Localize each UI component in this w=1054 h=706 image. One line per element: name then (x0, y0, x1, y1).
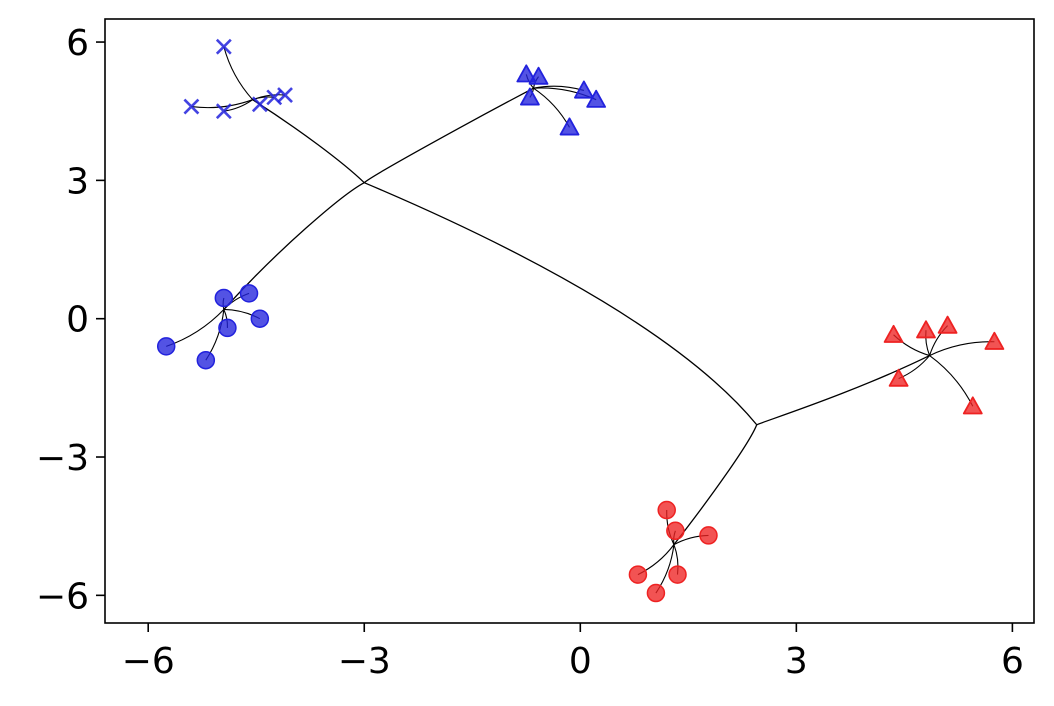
axes: −6 −3 0 3 6 −6 −3 0 3 6 (36, 23, 1024, 682)
leaf-edge (191, 99, 253, 109)
circle-point (699, 526, 718, 545)
tree-edges (166, 46, 995, 594)
triangle-point (937, 315, 958, 334)
x-tick-label: 3 (785, 641, 808, 682)
triangle-point (516, 64, 537, 83)
y-tick-label: −3 (36, 438, 89, 479)
y-tick-label: 0 (66, 300, 89, 341)
x-tick-label: 6 (1001, 641, 1024, 682)
circle-point (214, 288, 234, 308)
y-tick-label: 3 (66, 161, 89, 202)
triangle-point (519, 87, 540, 106)
circle-point (628, 565, 648, 584)
circle-point (156, 337, 176, 356)
leaf-edge (223, 46, 254, 101)
circle-point (666, 521, 685, 541)
circle-point (646, 583, 666, 603)
tree-edge (363, 87, 534, 184)
triangle-point (559, 117, 580, 136)
circle-point (250, 309, 270, 328)
x-point (215, 103, 232, 120)
leaf-edge (223, 99, 253, 112)
leaf-edge (898, 355, 931, 380)
tree-edge (252, 99, 365, 184)
leaf-edge (166, 309, 225, 347)
x-tick-label: −3 (338, 641, 391, 682)
x-tick-label: 0 (569, 641, 592, 682)
x-tick-label: −6 (122, 641, 175, 682)
leaf-edge (929, 341, 995, 357)
triangle-point (528, 66, 549, 85)
circle-point (657, 500, 676, 520)
x-point (183, 98, 200, 115)
x-point (277, 87, 293, 103)
y-tick-label: −6 (36, 576, 89, 617)
leaf-edge (533, 87, 570, 128)
leaf-edge (929, 355, 974, 407)
triangle-point (984, 331, 1005, 350)
triangle-point (962, 396, 983, 415)
triangle-point (883, 324, 904, 343)
triangle-point (888, 368, 909, 387)
circle-point (239, 284, 259, 303)
data-points (156, 38, 1005, 603)
triangle-point (586, 89, 607, 108)
tree-edge (364, 182, 758, 426)
y-tick-label: 6 (66, 23, 89, 64)
circle-point (196, 350, 216, 370)
plot-frame (104, 18, 1035, 624)
circle-point (668, 565, 687, 584)
tree-edge (756, 354, 930, 426)
tree-edge (673, 424, 758, 546)
x-point (251, 96, 268, 113)
circle-point (218, 318, 237, 338)
triangle-point (916, 320, 936, 339)
triangle-point (574, 80, 594, 99)
x-point (215, 38, 232, 55)
